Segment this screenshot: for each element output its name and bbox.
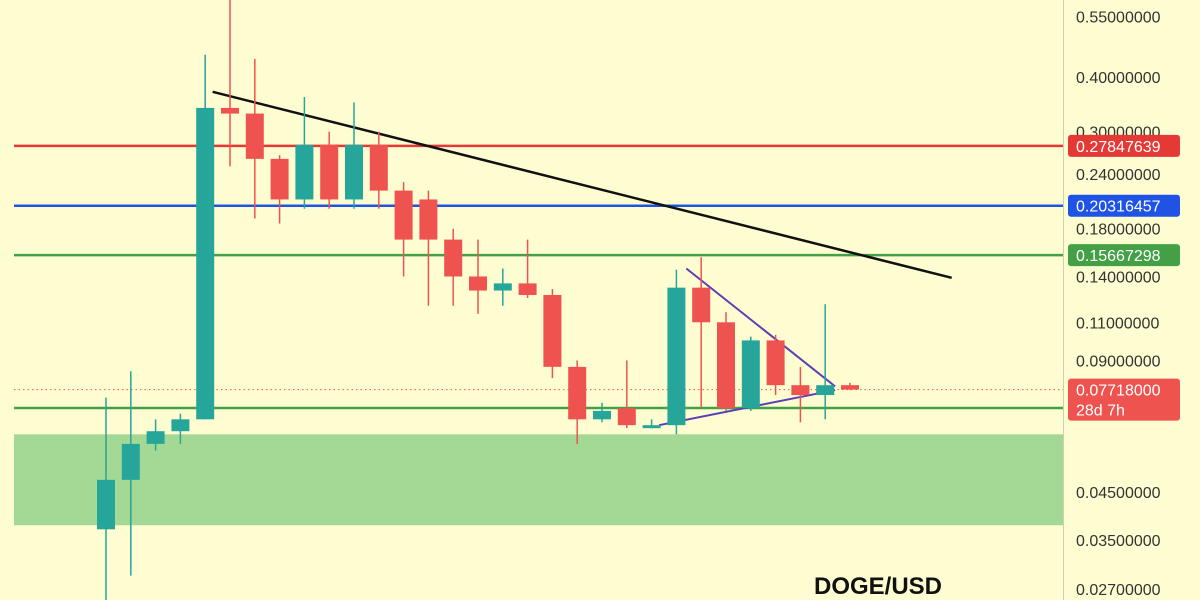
candle-body-10 [345, 144, 363, 200]
candle-18 [543, 289, 562, 379]
y-tick-label: 0.18000000 [1076, 222, 1161, 239]
candle-28 [791, 366, 810, 423]
candle-body-29 [816, 385, 835, 396]
candle-body-19 [568, 366, 587, 420]
candle-11 [369, 131, 388, 209]
y-tick-label: 0.04500000 [1076, 485, 1161, 502]
candle-body-17 [518, 283, 537, 295]
trendline-0 [212, 90, 952, 280]
y-tick-label: 0.24000000 [1076, 167, 1161, 184]
chart-title: DOGE/USD [814, 573, 942, 600]
candle-5 [221, 0, 239, 167]
price-level-badge-2: 0.15667298 [1068, 244, 1180, 267]
candle-body-20 [593, 410, 611, 420]
candle-30 [841, 382, 859, 391]
y-tick-label: 0.09000000 [1076, 353, 1161, 370]
candle-body-9 [320, 144, 339, 200]
candle-body-14 [444, 239, 463, 277]
candle-10 [345, 102, 363, 209]
candle-body-15 [469, 276, 487, 291]
candle-3 [171, 413, 190, 444]
current-price-badge: 0.07718000 28d 7h [1068, 378, 1180, 421]
candle-20 [593, 402, 611, 423]
candle-29 [816, 304, 835, 420]
price-level-label-0: 0.27847639 [1076, 139, 1161, 156]
candle-21 [617, 360, 636, 429]
y-tick-label: 0.11000000 [1076, 315, 1159, 332]
price-level-badge-0: 0.27847639 [1068, 134, 1180, 157]
candle-0 [97, 397, 115, 600]
candle-body-2 [146, 431, 165, 444]
candle-15 [469, 239, 487, 314]
candle-27 [766, 334, 785, 396]
candle-body-26 [741, 340, 760, 409]
candle-body-13 [419, 199, 438, 240]
candle-body-24 [692, 287, 711, 323]
price-level-badge-1: 0.20316457 [1068, 194, 1180, 217]
y-tick-label: 0.02700000 [1076, 582, 1161, 599]
candle-7 [270, 155, 289, 224]
candle-body-18 [543, 294, 562, 367]
candle-body-16 [493, 283, 512, 291]
candle-body-1 [121, 443, 140, 480]
candle-body-12 [394, 190, 413, 240]
candle-22 [642, 419, 661, 429]
price-level-label-2: 0.15667298 [1076, 248, 1161, 265]
candle-24 [692, 257, 711, 409]
candle-body-22 [642, 425, 661, 429]
candle-2 [146, 419, 165, 451]
trendline-1 [685, 267, 836, 388]
candle-23 [667, 269, 686, 435]
candle-body-7 [270, 158, 289, 200]
candle-body-11 [369, 144, 388, 191]
countdown-label: 28d 7h [1076, 403, 1125, 420]
candle-25 [717, 312, 735, 411]
candle-4 [196, 54, 215, 420]
current-price-label: 0.07718000 [1076, 383, 1161, 400]
candle-body-28 [791, 385, 810, 396]
candle-body-25 [717, 322, 735, 409]
candle-1 [121, 371, 140, 576]
y-tick-label: 0.14000000 [1076, 269, 1161, 286]
y-tick-label: 0.03500000 [1076, 533, 1161, 550]
candle-body-30 [841, 385, 859, 390]
candle-12 [394, 182, 413, 277]
candle-body-3 [171, 419, 190, 432]
candle-body-21 [617, 408, 636, 426]
y-tick-label: 0.55000000 [1076, 10, 1161, 27]
candle-body-0 [97, 479, 115, 530]
candle-13 [419, 190, 438, 306]
y-tick-label: 0.40000000 [1076, 70, 1161, 87]
candle-body-6 [245, 113, 264, 159]
price-level-label-1: 0.20316457 [1076, 199, 1161, 216]
candle-19 [568, 360, 587, 444]
candle-body-8 [295, 144, 314, 200]
candle-14 [444, 228, 463, 306]
candle-9 [320, 131, 339, 209]
candle-26 [741, 336, 760, 411]
candle-body-4 [196, 107, 215, 420]
candle-17 [518, 239, 537, 299]
candle-16 [493, 268, 512, 306]
candle-body-27 [766, 340, 785, 386]
candle-body-23 [667, 287, 686, 426]
candle-8 [295, 97, 314, 209]
support-zone [14, 434, 1063, 526]
candle-body-5 [221, 107, 239, 114]
candle-6 [245, 58, 264, 219]
